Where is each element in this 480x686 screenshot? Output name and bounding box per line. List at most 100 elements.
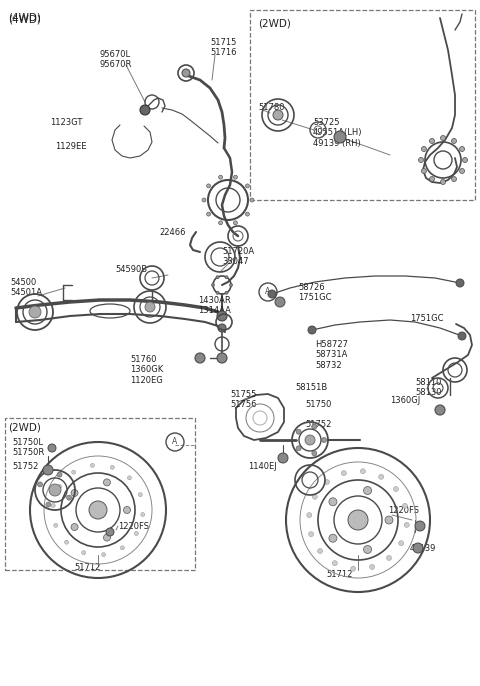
Circle shape <box>370 565 374 569</box>
Text: 51755
51756: 51755 51756 <box>230 390 256 410</box>
Text: 58151B: 58151B <box>295 383 327 392</box>
Circle shape <box>216 292 219 294</box>
Text: 51712: 51712 <box>75 563 101 572</box>
Circle shape <box>348 510 368 530</box>
Circle shape <box>48 444 56 452</box>
Circle shape <box>71 489 78 497</box>
Circle shape <box>127 476 132 480</box>
Circle shape <box>435 405 445 415</box>
Circle shape <box>275 297 285 307</box>
Circle shape <box>386 556 392 560</box>
Circle shape <box>90 463 95 467</box>
Text: (2WD): (2WD) <box>8 422 41 432</box>
Circle shape <box>296 446 301 451</box>
Text: 51715
51716: 51715 51716 <box>210 38 237 58</box>
Text: 58726
1751GC: 58726 1751GC <box>298 283 332 303</box>
Circle shape <box>318 549 323 554</box>
Circle shape <box>413 543 423 553</box>
Bar <box>5 418 195 570</box>
Text: 49139: 49139 <box>410 544 436 553</box>
Text: A: A <box>172 438 178 447</box>
Circle shape <box>195 353 205 363</box>
Circle shape <box>459 169 465 174</box>
Circle shape <box>102 553 106 556</box>
Circle shape <box>123 506 131 514</box>
Circle shape <box>106 528 114 536</box>
Circle shape <box>57 472 62 477</box>
Circle shape <box>206 184 211 188</box>
Circle shape <box>250 198 254 202</box>
Circle shape <box>363 486 372 495</box>
Text: 1751GC: 1751GC <box>410 314 444 323</box>
Circle shape <box>65 540 69 544</box>
Circle shape <box>49 484 61 496</box>
Circle shape <box>360 469 365 474</box>
Circle shape <box>322 438 326 442</box>
Circle shape <box>379 474 384 480</box>
Circle shape <box>452 176 456 182</box>
Circle shape <box>120 546 124 549</box>
Text: 95670L
95670R: 95670L 95670R <box>100 50 132 69</box>
Text: 54500
54501A: 54500 54501A <box>10 278 42 298</box>
Circle shape <box>329 498 337 506</box>
Circle shape <box>452 139 456 143</box>
Text: 53725
49551A(LH)
49139 (RH): 53725 49551A(LH) 49139 (RH) <box>313 118 362 147</box>
Circle shape <box>218 175 223 179</box>
Circle shape <box>182 69 190 77</box>
Text: 1129EE: 1129EE <box>55 142 86 151</box>
Circle shape <box>43 465 53 475</box>
Circle shape <box>71 523 78 530</box>
Circle shape <box>229 283 232 287</box>
Text: 51750L
51750R: 51750L 51750R <box>12 438 44 458</box>
Text: (4WD): (4WD) <box>8 12 41 22</box>
Text: 51712: 51712 <box>327 570 353 579</box>
Circle shape <box>399 541 404 545</box>
Circle shape <box>296 429 301 434</box>
Text: A: A <box>265 287 271 296</box>
Circle shape <box>385 516 393 524</box>
Circle shape <box>404 523 409 528</box>
Circle shape <box>402 504 408 508</box>
Circle shape <box>225 276 228 279</box>
Text: 58110
58130: 58110 58130 <box>415 378 442 397</box>
Circle shape <box>441 136 445 141</box>
Circle shape <box>312 495 317 499</box>
Circle shape <box>233 221 238 225</box>
Circle shape <box>212 283 215 287</box>
Circle shape <box>329 534 337 542</box>
Circle shape <box>216 276 219 279</box>
Circle shape <box>206 212 211 216</box>
Circle shape <box>54 523 58 528</box>
Circle shape <box>104 534 110 541</box>
Circle shape <box>419 158 423 163</box>
Circle shape <box>459 147 465 152</box>
Circle shape <box>421 169 426 174</box>
Text: 1430AR
1314AA: 1430AR 1314AA <box>198 296 231 316</box>
Circle shape <box>217 353 227 363</box>
Circle shape <box>268 290 276 298</box>
Text: 1140EJ: 1140EJ <box>248 462 277 471</box>
Text: 1123GT: 1123GT <box>50 118 83 127</box>
Circle shape <box>307 512 312 518</box>
Circle shape <box>218 324 226 332</box>
Circle shape <box>430 176 434 182</box>
Circle shape <box>37 482 43 487</box>
Circle shape <box>202 198 206 202</box>
Circle shape <box>110 465 114 469</box>
Text: 1220FS: 1220FS <box>388 506 419 515</box>
Circle shape <box>104 479 110 486</box>
Circle shape <box>218 221 223 225</box>
Text: 51752: 51752 <box>305 420 331 429</box>
Circle shape <box>278 453 288 463</box>
Text: 51750: 51750 <box>305 400 331 409</box>
Circle shape <box>29 306 41 318</box>
Circle shape <box>245 212 250 216</box>
Circle shape <box>58 484 61 488</box>
Text: 54590B: 54590B <box>115 265 147 274</box>
Circle shape <box>463 158 468 163</box>
Circle shape <box>141 512 145 517</box>
Circle shape <box>67 495 72 500</box>
Circle shape <box>312 424 317 429</box>
Circle shape <box>233 175 238 179</box>
Text: 22466: 22466 <box>159 228 186 237</box>
